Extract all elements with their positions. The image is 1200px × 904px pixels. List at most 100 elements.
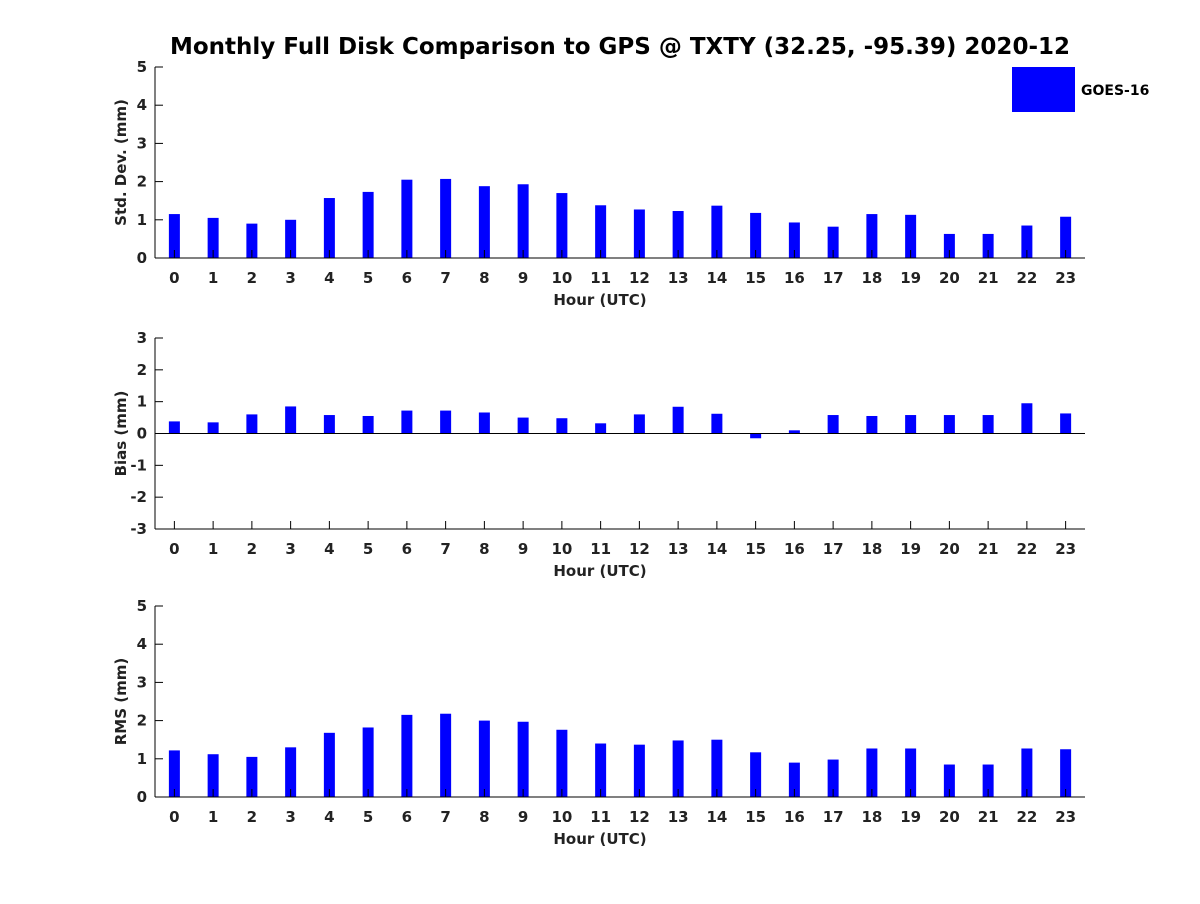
bar-hour-7 xyxy=(440,410,452,434)
x-tick-label: 10 xyxy=(551,808,572,826)
x-tick-label: 6 xyxy=(402,808,412,826)
x-tick-label: 7 xyxy=(440,808,450,826)
x-tick-label: 12 xyxy=(629,808,650,826)
bar-hour-3 xyxy=(285,406,297,434)
bar-hour-1 xyxy=(207,754,219,797)
x-tick-label: 15 xyxy=(745,540,766,558)
bar-hour-14 xyxy=(711,413,723,434)
y-tick-label: 4 xyxy=(137,635,147,653)
y-tick-label: 2 xyxy=(137,712,147,730)
x-tick-label: 3 xyxy=(285,808,295,826)
bar-hour-1 xyxy=(207,422,219,434)
bar-hour-23 xyxy=(1060,413,1072,434)
x-axis-label: Hour (UTC) xyxy=(553,562,646,580)
bar-hour-16 xyxy=(788,430,800,434)
x-tick-label: 1 xyxy=(208,269,218,287)
x-tick-label: 18 xyxy=(861,808,882,826)
x-tick-label: 20 xyxy=(939,540,960,558)
bar-hour-8 xyxy=(478,186,490,258)
y-tick-label: 0 xyxy=(137,788,147,806)
x-tick-label: 21 xyxy=(978,269,999,287)
y-axis-label: Bias (mm) xyxy=(112,391,130,477)
bar-hour-6 xyxy=(401,714,413,797)
bar-hour-17 xyxy=(827,415,839,434)
x-tick-label: 16 xyxy=(784,808,805,826)
bar-hour-11 xyxy=(595,743,607,797)
y-tick-label: -3 xyxy=(130,520,147,538)
x-tick-label: 13 xyxy=(668,269,689,287)
bar-hour-20 xyxy=(943,233,955,258)
y-tick-label: 0 xyxy=(137,249,147,267)
bar-hour-4 xyxy=(323,198,335,258)
y-tick-label: 0 xyxy=(137,425,147,443)
x-tick-label: 23 xyxy=(1055,540,1076,558)
bar-hour-5 xyxy=(362,727,374,797)
bar-hour-23 xyxy=(1060,749,1072,797)
bar-hour-2 xyxy=(246,756,258,797)
y-tick-label: 3 xyxy=(137,673,147,691)
x-tick-label: 3 xyxy=(285,540,295,558)
bar-hour-18 xyxy=(866,415,878,434)
x-tick-label: 22 xyxy=(1016,269,1037,287)
x-tick-label: 3 xyxy=(285,269,295,287)
y-tick-label: 5 xyxy=(137,58,147,76)
x-tick-label: 11 xyxy=(590,808,611,826)
x-tick-label: 19 xyxy=(900,540,921,558)
x-tick-label: 8 xyxy=(479,269,489,287)
legend-label: GOES-16 xyxy=(1081,83,1149,99)
x-tick-label: 14 xyxy=(706,808,727,826)
chart-title: Monthly Full Disk Comparison to GPS @ TX… xyxy=(170,34,1070,60)
bar-hour-11 xyxy=(595,423,607,434)
bar-hour-12 xyxy=(633,209,645,258)
x-tick-label: 0 xyxy=(169,540,179,558)
bar-hour-22 xyxy=(1021,225,1033,258)
bar-hour-15 xyxy=(750,433,762,439)
x-tick-label: 14 xyxy=(706,540,727,558)
x-tick-label: 2 xyxy=(247,540,257,558)
bar-hour-18 xyxy=(866,214,878,258)
bar-hour-13 xyxy=(672,406,684,434)
x-tick-label: 2 xyxy=(247,808,257,826)
y-tick-label: 1 xyxy=(137,211,147,229)
y-tick-label: -2 xyxy=(130,488,147,506)
x-tick-label: 20 xyxy=(939,808,960,826)
x-tick-label: 6 xyxy=(402,540,412,558)
bar-hour-9 xyxy=(517,417,529,434)
y-tick-label: 2 xyxy=(137,173,147,191)
legend-swatch xyxy=(1012,67,1075,112)
bar-hour-22 xyxy=(1021,748,1033,797)
x-tick-label: 16 xyxy=(784,269,805,287)
x-tick-label: 6 xyxy=(402,269,412,287)
x-tick-label: 8 xyxy=(479,540,489,558)
y-axis-label: Std. Dev. (mm) xyxy=(112,99,130,226)
bar-hour-21 xyxy=(982,233,994,258)
x-tick-label: 12 xyxy=(629,269,650,287)
bar-hour-2 xyxy=(246,414,258,434)
bar-hour-9 xyxy=(517,184,529,258)
x-tick-label: 1 xyxy=(208,540,218,558)
x-tick-label: 1 xyxy=(208,808,218,826)
bar-hour-14 xyxy=(711,739,723,797)
x-tick-label: 17 xyxy=(823,269,844,287)
bar-hour-6 xyxy=(401,410,413,434)
bar-hour-2 xyxy=(246,223,258,258)
y-tick-label: 3 xyxy=(137,329,147,347)
bar-hour-15 xyxy=(750,752,762,797)
legend: GOES-16 xyxy=(1012,67,1149,112)
bar-hour-8 xyxy=(478,720,490,797)
bar-hour-7 xyxy=(440,713,452,797)
x-tick-label: 18 xyxy=(861,269,882,287)
y-tick-label: 4 xyxy=(137,96,147,114)
x-tick-label: 15 xyxy=(745,269,766,287)
bar-hour-6 xyxy=(401,179,413,258)
bar-hour-22 xyxy=(1021,403,1033,434)
bar-hour-10 xyxy=(556,418,568,434)
x-tick-label: 4 xyxy=(324,540,334,558)
x-tick-label: 0 xyxy=(169,269,179,287)
bar-hour-10 xyxy=(556,729,568,797)
bar-hour-16 xyxy=(788,762,800,797)
bar-hour-21 xyxy=(982,415,994,434)
